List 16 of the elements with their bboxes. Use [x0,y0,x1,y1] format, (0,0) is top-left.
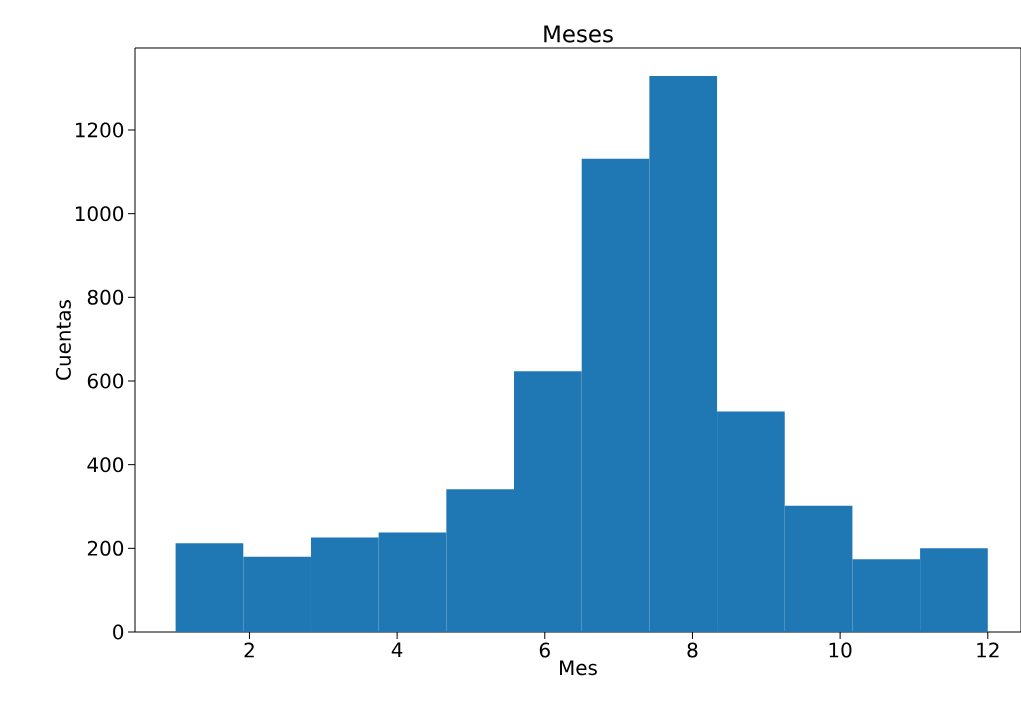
y-tick-label: 200 [87,540,124,556]
x-tick-label: 12 [977,642,999,658]
x-tick-label: 2 [244,642,254,658]
chart-title: Meses [544,25,613,43]
y-tick-label: 800 [87,289,124,305]
y-tick-label: 1200 [75,122,124,138]
y-tick-label: 1000 [75,206,124,222]
y-tick-label: 0 [113,624,124,640]
x-tick-label: 10 [829,642,852,658]
x-tick-label: 8 [687,642,698,658]
x-tick-label: 4 [391,642,403,658]
y-tick-label: 600 [87,373,124,389]
y-tick-label: 400 [87,457,124,473]
y-axis-title: Cuentas [55,300,71,380]
x-tick-label: 6 [539,642,550,658]
x-axis-title: Mes [560,660,597,676]
